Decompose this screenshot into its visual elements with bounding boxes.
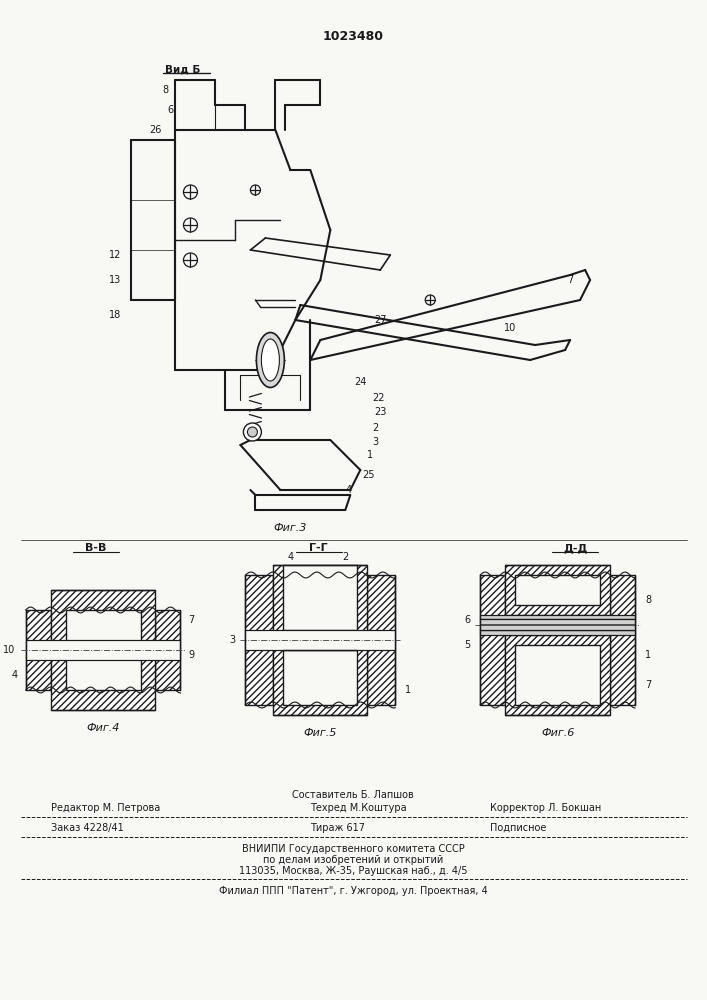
Text: 7: 7: [189, 615, 194, 625]
Text: Фиг.3: Фиг.3: [274, 523, 307, 533]
Bar: [480, 615, 635, 635]
Bar: [245, 575, 274, 705]
Text: 10: 10: [504, 323, 516, 333]
Text: 2: 2: [372, 423, 378, 433]
Text: 18: 18: [110, 310, 122, 320]
Bar: [25, 640, 180, 660]
Text: Филиал ППП "Патент", г. Ужгород, ул. Проектная, 4: Филиал ППП "Патент", г. Ужгород, ул. Про…: [219, 886, 488, 896]
Text: Фиг.4: Фиг.4: [86, 723, 119, 733]
Text: Д-Д: Д-Д: [563, 543, 588, 553]
Text: 25: 25: [362, 470, 375, 480]
Text: Г-Г: Г-Г: [309, 543, 327, 553]
Text: Фиг.5: Фиг.5: [303, 728, 337, 738]
Ellipse shape: [257, 332, 284, 387]
Text: 3: 3: [229, 635, 235, 645]
Bar: [66, 610, 141, 690]
Text: Заказ 4228/41: Заказ 4228/41: [51, 823, 123, 833]
Text: 1023480: 1023480: [323, 30, 384, 43]
Text: 27: 27: [374, 315, 387, 325]
Text: 8: 8: [163, 85, 168, 95]
Text: В-В: В-В: [85, 543, 106, 553]
Text: 26: 26: [149, 125, 162, 135]
Bar: [156, 610, 180, 690]
Bar: [245, 630, 395, 650]
Text: Составитель Б. Лапшов: Составитель Б. Лапшов: [293, 790, 414, 800]
Text: Корректор Л. Бокшан: Корректор Л. Бокшан: [490, 803, 602, 813]
Text: 6: 6: [464, 615, 470, 625]
Circle shape: [247, 427, 257, 437]
Text: Подписное: Подписное: [490, 823, 547, 833]
Text: по делам изобретений и открытий: по делам изобретений и открытий: [263, 855, 443, 865]
Text: 1: 1: [405, 685, 411, 695]
Bar: [515, 645, 600, 705]
Text: 7: 7: [645, 680, 651, 690]
Text: Редактор М. Петрова: Редактор М. Петрова: [51, 803, 160, 813]
Text: 10: 10: [4, 645, 16, 655]
Text: 4: 4: [11, 670, 18, 680]
Bar: [284, 650, 357, 705]
Text: 1: 1: [645, 650, 651, 660]
Text: 5: 5: [464, 640, 470, 650]
Bar: [25, 610, 51, 690]
Bar: [506, 635, 610, 715]
Bar: [515, 575, 600, 605]
Text: 22: 22: [372, 393, 385, 403]
Text: 6: 6: [168, 105, 173, 115]
Text: Техред М.Коштура: Техред М.Коштура: [310, 803, 407, 813]
Text: 2: 2: [342, 552, 349, 562]
Text: 8: 8: [645, 595, 651, 605]
Text: ВНИИПИ Государственного комитета СССР: ВНИИПИ Государственного комитета СССР: [242, 844, 464, 854]
Text: 4: 4: [345, 485, 351, 495]
Text: 12: 12: [110, 250, 122, 260]
Bar: [51, 590, 156, 710]
Bar: [506, 565, 610, 615]
Text: 113035, Москва, Ж-35, Раушская наб., д. 4/5: 113035, Москва, Ж-35, Раушская наб., д. …: [239, 866, 467, 876]
Bar: [480, 575, 506, 705]
Bar: [610, 575, 635, 705]
Text: 23: 23: [374, 407, 387, 417]
Text: 13: 13: [110, 275, 122, 285]
Bar: [284, 565, 357, 630]
Text: Фиг.6: Фиг.6: [541, 728, 574, 738]
Text: 1: 1: [367, 450, 373, 460]
Text: 24: 24: [354, 377, 366, 387]
Bar: [368, 575, 395, 705]
Circle shape: [243, 423, 262, 441]
Text: Вид Б: Вид Б: [165, 65, 201, 75]
Text: 7: 7: [567, 275, 573, 285]
Text: 9: 9: [189, 650, 194, 660]
Text: 3: 3: [372, 437, 378, 447]
Text: Тираж 617: Тираж 617: [310, 823, 366, 833]
Text: 4: 4: [287, 552, 293, 562]
Ellipse shape: [262, 339, 279, 381]
Bar: [274, 565, 368, 715]
